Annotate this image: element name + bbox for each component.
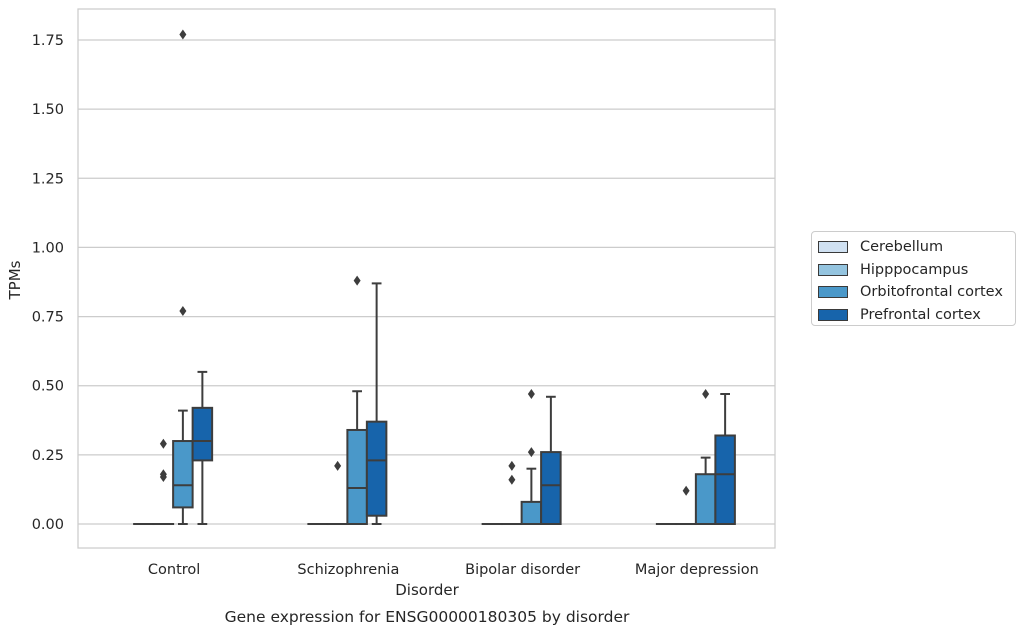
legend-item: Prefrontal cortex [818, 304, 1015, 327]
y-tick-label: 1.25 [32, 171, 64, 187]
x-tick-label: Schizophrenia [297, 562, 399, 578]
legend-label: Hipppocampus [860, 262, 968, 278]
x-axis-label: Disorder [395, 581, 459, 599]
legend-label: Cerebellum [860, 239, 943, 255]
x-tick-label: Control [148, 562, 200, 578]
legend-swatch [818, 309, 848, 321]
legend-item: Cerebellum [818, 236, 1015, 259]
box-body [193, 408, 213, 461]
y-tick-label: 1.75 [32, 33, 64, 49]
x-axis-ticks: Control Schizophrenia Bipolar disorder Majo… [148, 562, 759, 578]
legend-label: Orbitofrontal cortex [860, 284, 1003, 300]
y-tick-label: 1.00 [32, 240, 64, 256]
y-tick-label: 0.50 [32, 379, 64, 395]
y-tick-label: 0.00 [32, 517, 64, 533]
legend-swatch [818, 286, 848, 298]
y-tick-label: 1.50 [32, 102, 64, 118]
y-tick-label: 0.75 [32, 310, 64, 326]
y-axis-label: TPMs [6, 260, 24, 300]
box-body [173, 441, 193, 507]
legend-label: Prefrontal cortex [860, 307, 981, 323]
box-body [347, 430, 367, 524]
box-body [696, 474, 716, 524]
legend-swatch [818, 264, 848, 276]
legend-item: Hipppocampus [818, 259, 1015, 282]
box-body [367, 422, 387, 516]
x-tick-label: Bipolar disorder [465, 562, 580, 578]
box-body [715, 435, 735, 524]
legend: Cerebellum Hipppocampus Orbitofrontal cort… [811, 231, 1016, 326]
chart-title: Gene expression for ENSG00000180305 by d… [225, 608, 630, 626]
legend-swatch [818, 241, 848, 253]
box-body [541, 452, 561, 524]
y-tick-label: 0.25 [32, 448, 64, 464]
box-body [522, 502, 542, 524]
legend-item: Orbitofrontal cortex [818, 281, 1015, 304]
y-axis-ticks: 0.00 0.25 0.50 0.75 1.00 1.25 1.50 1.75 [32, 33, 64, 533]
x-tick-label: Major depression [635, 562, 759, 578]
